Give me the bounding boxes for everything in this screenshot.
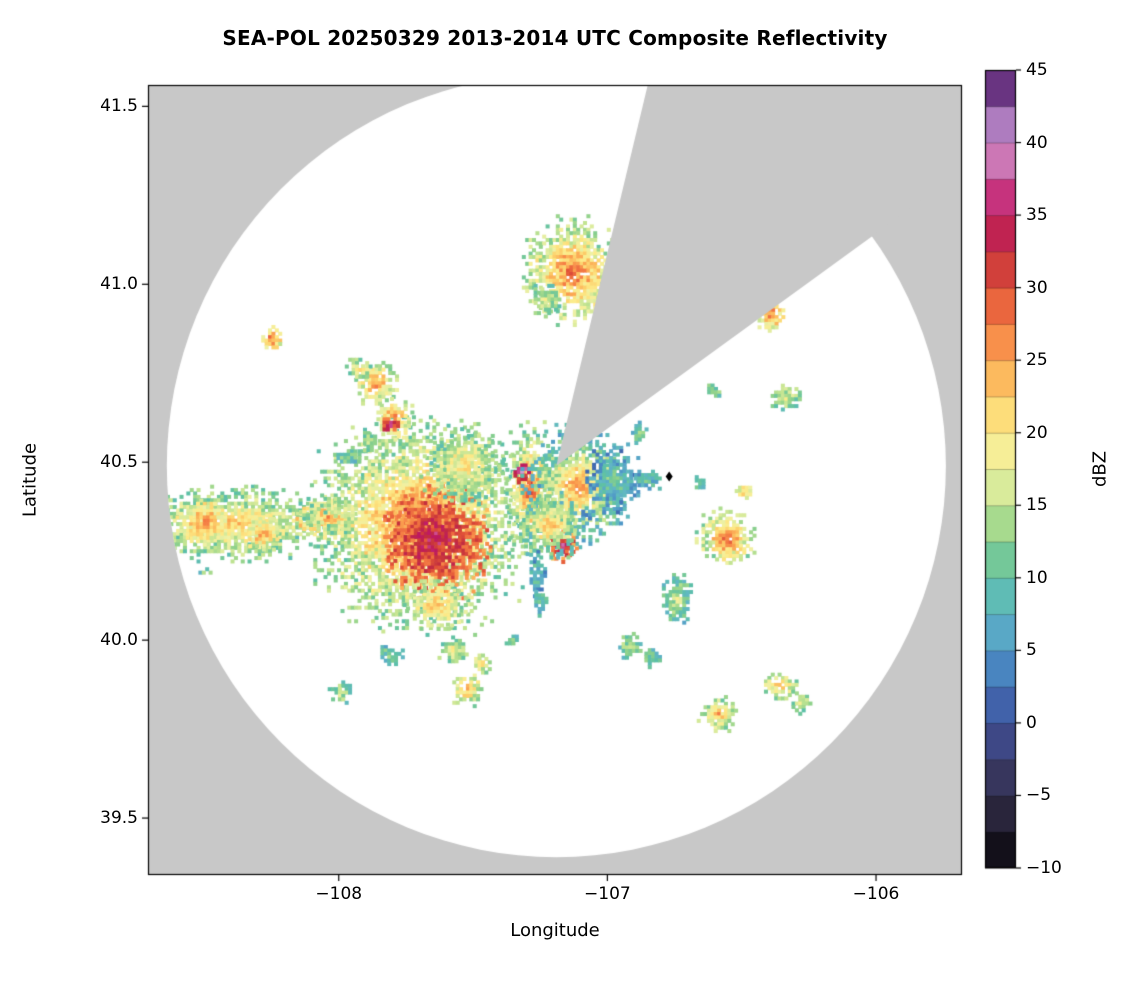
colorbar-tick-label: −5	[1026, 785, 1052, 806]
y-tick-label: 39.5	[100, 808, 138, 829]
colorbar-label: dBZ	[1089, 450, 1111, 488]
x-tick-label: −107	[584, 884, 631, 904]
y-tick-label: 41.5	[100, 96, 138, 117]
x-tick-label: −108	[315, 884, 363, 904]
colorbar-tick-label: 10	[1026, 567, 1048, 588]
y-tick-label: 40.5	[100, 452, 138, 473]
colorbar-tick-label: 40	[1026, 132, 1048, 153]
x-tick-label: −106	[852, 884, 900, 904]
colorbar-tick-label: 25	[1026, 350, 1048, 371]
colorbar-tick-label: 35	[1026, 205, 1048, 226]
y-tick-label: 41.0	[100, 274, 138, 295]
y-tick-label: 40.0	[100, 630, 138, 651]
colorbar-tick-label: 30	[1026, 277, 1048, 298]
colorbar-tick-label: 45	[1026, 60, 1048, 80]
colorbar-tick-label: 20	[1026, 422, 1048, 443]
chart-title: SEA-POL 20250329 2013-2014 UTC Composite…	[222, 26, 888, 50]
colorbar-tick-label: 0	[1026, 712, 1037, 733]
colorbar-tick-label: 5	[1026, 640, 1037, 661]
x-axis-label: Longitude	[510, 920, 600, 941]
y-axis-label: Latitude	[19, 442, 41, 518]
colorbar-tick-label: −10	[1026, 858, 1062, 878]
colorbar-tick-label: 15	[1026, 495, 1048, 516]
